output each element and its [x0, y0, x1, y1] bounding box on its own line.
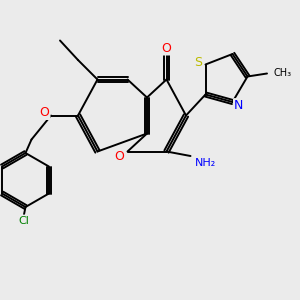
Text: S: S — [194, 56, 202, 69]
Text: N: N — [234, 99, 243, 112]
Text: O: O — [115, 149, 124, 163]
Text: O: O — [162, 41, 171, 55]
Text: Cl: Cl — [19, 215, 29, 226]
Text: NH₂: NH₂ — [195, 158, 216, 169]
Text: O: O — [40, 106, 50, 119]
Text: CH₃: CH₃ — [274, 68, 292, 79]
